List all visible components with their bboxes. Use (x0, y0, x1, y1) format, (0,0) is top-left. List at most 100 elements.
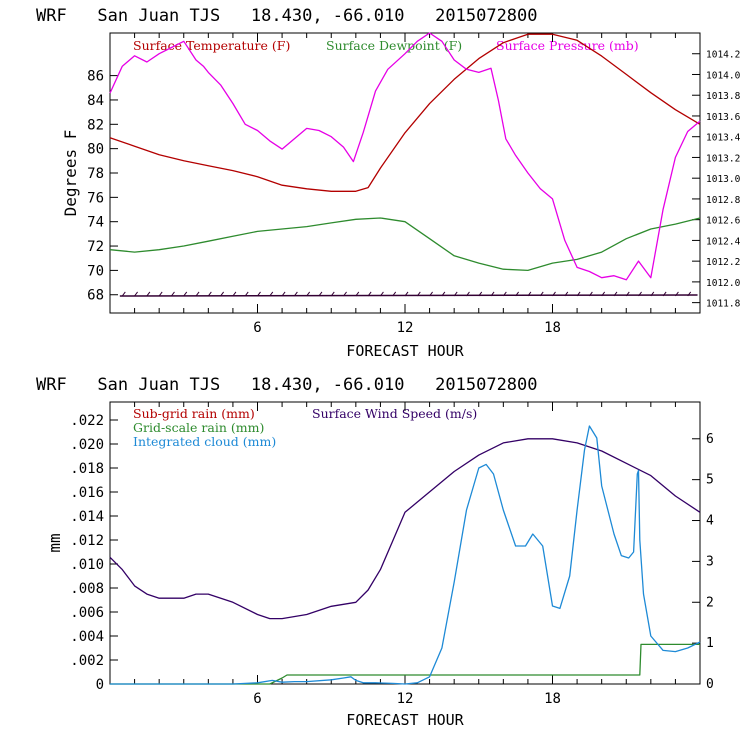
panel1-legend: Surface Temperature (F) Surface Dewpoint… (133, 38, 639, 53)
wind-barb (453, 291, 458, 297)
wind-barb (121, 291, 126, 297)
wind-barb (404, 291, 409, 297)
wind-barb (687, 291, 692, 297)
y2-tick-label: 1012.4 (706, 236, 740, 247)
wind-barb (552, 291, 556, 297)
y2-tick-label: 4 (706, 514, 714, 529)
wind-barb (625, 291, 630, 297)
panel2-axes: 6 12 180.002.004.006.008.010.012.014.016.0… (70, 402, 714, 707)
panel1-lines (109, 32, 701, 281)
series-line-surface-pressure-mb (109, 32, 701, 281)
wind-barb (515, 291, 520, 297)
y2-tick-label: 1012.0 (706, 278, 740, 289)
series-line-integrated-cloud-mm (110, 425, 701, 685)
x-tick-label: 6 (253, 320, 261, 336)
y-tick-label: 68 (87, 288, 104, 304)
panel2-y-axis-label: mm (45, 533, 64, 552)
legend-integrated-cloud: Integrated cloud (mm) (133, 434, 276, 449)
series-line-surface-temperature-f (109, 33, 701, 192)
y2-tick-label: 2 (706, 595, 714, 610)
y-tick-label: 0 (96, 677, 104, 693)
legend-wind-speed: Surface Wind Speed (m/s) (312, 406, 477, 421)
y-tick-label: 82 (87, 117, 104, 133)
wind-barb (367, 291, 372, 297)
x-tick-label: 18 (544, 691, 561, 707)
wind-barb (416, 291, 421, 297)
series-line-grid-scale-rain-mm (110, 643, 700, 685)
y2-tick-label: 1014.2 (706, 50, 740, 61)
wind-barb (675, 291, 679, 297)
wind-barb (171, 291, 175, 297)
wind-barb (380, 291, 384, 297)
y-tick-label: .006 (70, 605, 104, 621)
wind-barb (257, 291, 261, 297)
wind-barb (466, 291, 470, 297)
y2-tick-label: 1013.8 (706, 91, 740, 102)
y-tick-label: 76 (87, 190, 104, 206)
y-tick-label: 86 (87, 69, 104, 85)
wind-barb (244, 291, 249, 297)
y2-tick-label: 1012.6 (706, 216, 740, 227)
wind-barb (539, 291, 544, 297)
y2-tick-label: 1011.8 (706, 299, 740, 310)
x-tick-label: 12 (397, 691, 414, 707)
wind-barb (662, 291, 667, 297)
y-tick-label: .022 (70, 413, 104, 429)
y-tick-label: .012 (70, 533, 104, 549)
precipitation-panel: WRF San Juan TJS 18.430, -66.010 2015072… (36, 375, 714, 729)
wind-barb (146, 291, 151, 297)
y2-tick-label: 1014.0 (706, 70, 740, 81)
wind-barb (429, 291, 433, 297)
wind-barb (392, 291, 397, 297)
legend-surface-dewpoint: Surface Dewpoint (F) (326, 38, 462, 53)
y-tick-label: .018 (70, 461, 104, 477)
wind-barb (232, 291, 237, 297)
panel1-x-axis-label: FORECAST HOUR (346, 342, 464, 360)
y2-tick-label: 1012.2 (706, 257, 740, 268)
x-tick-label: 18 (544, 320, 561, 336)
y-tick-label: 72 (87, 239, 104, 255)
wind-barb (306, 291, 311, 297)
panel1-wind-barbs (119, 291, 698, 297)
temperature-panel: WRF San Juan TJS 18.430, -66.010 2015072… (36, 6, 740, 360)
legend-surface-temperature: Surface Temperature (F) (133, 38, 290, 53)
wind-barb (183, 291, 188, 297)
y-tick-label: .010 (70, 557, 104, 573)
wind-barb (638, 291, 642, 297)
legend-subgrid-rain: Sub-grid rain (mm) (133, 406, 255, 421)
y2-tick-label: 1013.4 (706, 133, 740, 144)
y2-tick-label: 1013.0 (706, 174, 740, 185)
y2-tick-label: 1013.2 (706, 153, 740, 164)
wind-barb (502, 291, 507, 297)
y2-tick-label: 6 (706, 432, 714, 447)
y-tick-label: .004 (70, 629, 104, 645)
legend-gridscale-rain: Grid-scale rain (mm) (133, 420, 264, 435)
wind-barb-baseline (119, 294, 698, 297)
panel2-title: WRF San Juan TJS 18.430, -66.010 2015072… (36, 375, 538, 395)
x-tick-label: 12 (397, 320, 414, 336)
series-line-surface-dewpoint-f (109, 217, 701, 272)
y2-tick-label: 1013.6 (706, 112, 740, 123)
wind-barb (490, 291, 495, 297)
panel1-title: WRF San Juan TJS 18.430, -66.010 2015072… (36, 6, 538, 26)
wind-barb (613, 291, 618, 297)
wind-barb (269, 291, 274, 297)
wind-barb (478, 291, 483, 297)
legend-surface-pressure: Surface Pressure (mb) (496, 38, 639, 53)
y-tick-label: .002 (70, 653, 104, 669)
wind-barb (576, 291, 581, 297)
y-tick-label: 80 (87, 142, 104, 158)
wind-barb (588, 291, 593, 297)
y-tick-label: 84 (87, 93, 104, 109)
panel2-legend: Sub-grid rain (mm) Surface Wind Speed (m… (133, 406, 477, 449)
y-tick-label: 74 (87, 215, 104, 231)
y2-tick-label: 5 (706, 473, 714, 488)
wind-barb (527, 291, 532, 297)
wind-barb (195, 291, 200, 297)
wind-barb (220, 291, 225, 297)
y-tick-label: 70 (87, 263, 104, 279)
wind-barb (293, 291, 298, 297)
wind-barb (207, 291, 212, 297)
